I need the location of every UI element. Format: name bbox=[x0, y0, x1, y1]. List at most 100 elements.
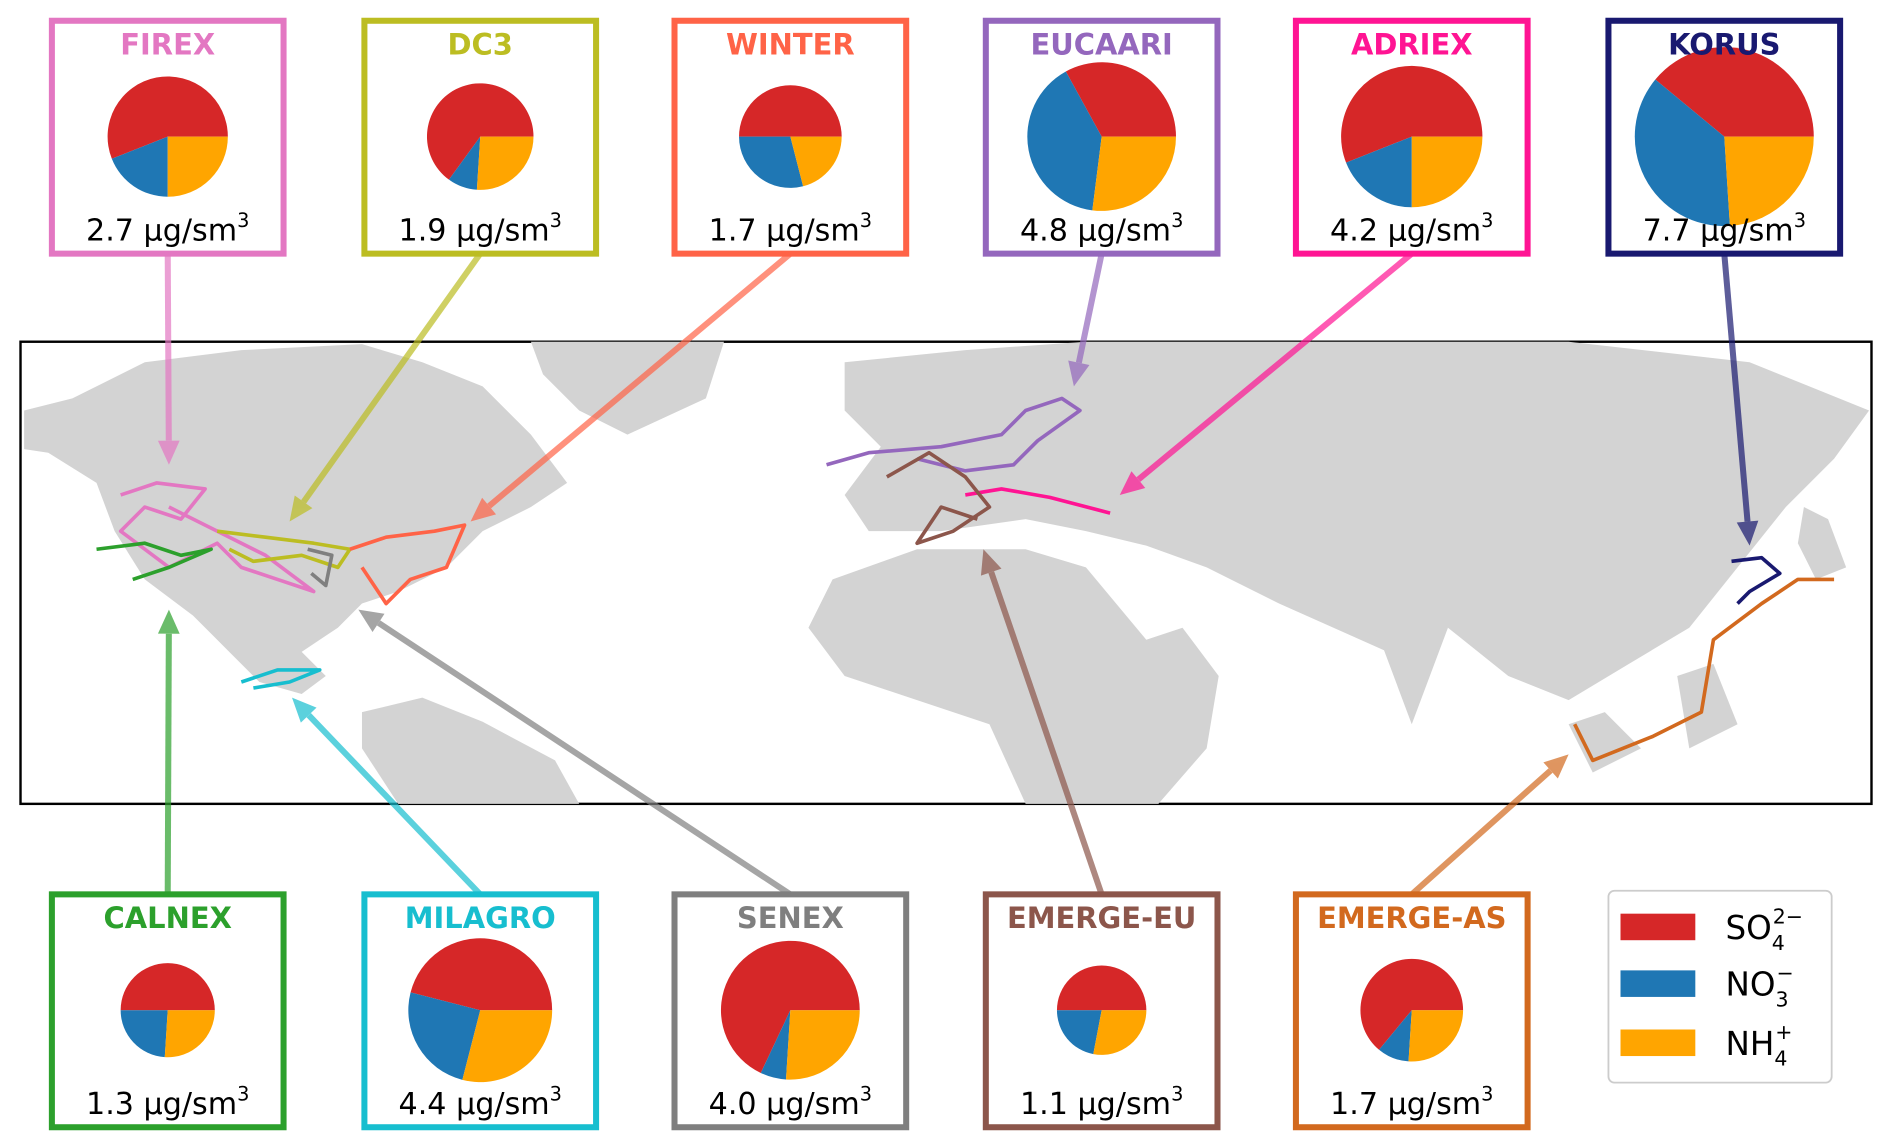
continents bbox=[24, 341, 1870, 804]
campaign-title: EMERGE-EU bbox=[1007, 901, 1196, 935]
landmass bbox=[1677, 663, 1738, 749]
concentration-label: 4.4 μg/sm3 bbox=[399, 1083, 562, 1122]
pie-slice-sulfate bbox=[1341, 65, 1483, 163]
pie-slice-nitrate bbox=[408, 992, 481, 1080]
campaign-title: ADRIEX bbox=[1351, 28, 1473, 62]
pie-slice-nitrate bbox=[120, 1010, 168, 1058]
flight-track-winter bbox=[349, 523, 467, 606]
campaign-box-calnex: CALNEX 1.3 μg/sm3 bbox=[48, 891, 287, 1131]
pie-slice-nitrate bbox=[448, 136, 481, 190]
legend-label-ammonium: NH4+ bbox=[1725, 1020, 1792, 1071]
pie-slice-ammonium bbox=[1724, 136, 1814, 226]
campaign-box-dc3: DC3 1.9 μg/sm3 bbox=[361, 17, 600, 257]
campaign-box-adriex: ADRIEX 4.2 μg/sm3 bbox=[1292, 17, 1531, 257]
campaign-boxes: FIREX 2.7 μg/sm3 DC3 1.9 μg/sm3 WINTER 1.7 μg… bbox=[48, 17, 1844, 1131]
campaign-box-korus: KORUS 7.7 μg/sm3 bbox=[1605, 17, 1844, 257]
concentration-label: 1.1 μg/sm3 bbox=[1020, 1083, 1183, 1122]
concentration-label: 1.7 μg/sm3 bbox=[709, 209, 872, 248]
arrow-korus bbox=[1721, 253, 1759, 546]
arrow-adriex bbox=[1119, 251, 1414, 495]
arrow-senex bbox=[358, 609, 793, 897]
campaign-title: MILAGRO bbox=[405, 901, 556, 935]
pie-slice-ammonium bbox=[476, 136, 534, 190]
legend-swatch-nitrate bbox=[1620, 970, 1696, 997]
pie-slice-ammonium bbox=[790, 136, 842, 187]
campaign-box-emerge-as: EMERGE-AS 1.7 μg/sm3 bbox=[1292, 891, 1531, 1131]
landmass bbox=[844, 341, 1870, 701]
campaign-box-firex: FIREX 2.7 μg/sm3 bbox=[48, 17, 287, 257]
pie-slice-sulfate bbox=[720, 940, 860, 1073]
flight-track-milagro bbox=[240, 668, 322, 690]
pie-slice-sulfate bbox=[120, 963, 215, 1011]
concentration-label: 1.3 μg/sm3 bbox=[86, 1083, 249, 1122]
pie-slice-ammonium bbox=[167, 136, 228, 197]
pie-slice-sulfate bbox=[1655, 47, 1814, 137]
pie-slice-sulfate bbox=[1360, 958, 1464, 1050]
concentration-label: 4.2 μg/sm3 bbox=[1330, 209, 1493, 248]
arrow-calnex bbox=[157, 609, 180, 895]
pie-slice-nitrate bbox=[1346, 136, 1412, 208]
pie-slice-nitrate bbox=[1056, 1010, 1102, 1055]
world-map bbox=[19, 340, 1873, 806]
landmass bbox=[808, 549, 1219, 804]
flight-track-korus bbox=[1731, 555, 1782, 605]
arrows bbox=[157, 251, 1759, 897]
landmass bbox=[361, 697, 580, 804]
concentration-label: 1.9 μg/sm3 bbox=[399, 209, 562, 248]
arrow-eucaari bbox=[1068, 253, 1105, 387]
box-frame bbox=[671, 891, 910, 1131]
legend-label-sulfate: SO42− bbox=[1725, 904, 1803, 955]
pie-slice-nitrate bbox=[760, 1010, 791, 1080]
flight-track-dc3 bbox=[216, 529, 352, 570]
flight-track-adriex bbox=[965, 487, 1111, 515]
flight-track-eucaari bbox=[826, 396, 1082, 473]
concentration-label: 2.7 μg/sm3 bbox=[86, 209, 249, 248]
arrow-emerge-as bbox=[1409, 754, 1569, 897]
arrow-winter bbox=[470, 251, 793, 522]
legend-swatch-ammonium bbox=[1620, 1029, 1696, 1057]
flight-track-emerge-eu bbox=[885, 450, 992, 546]
pie-slice-ammonium bbox=[1092, 136, 1176, 211]
arrow-milagro bbox=[292, 697, 483, 897]
campaign-box-emerge-eu: EMERGE-EU 1.1 μg/sm3 bbox=[982, 891, 1221, 1131]
campaign-title: DC3 bbox=[448, 28, 513, 62]
pie-slice-sulfate bbox=[410, 938, 553, 1011]
concentration-label: 4.0 μg/sm3 bbox=[709, 1083, 872, 1122]
campaign-box-eucaari: EUCAARI 4.8 μg/sm3 bbox=[982, 17, 1221, 257]
arrow-emerge-eu bbox=[980, 549, 1105, 896]
flight-tracks bbox=[96, 396, 1835, 763]
pie-slice-sulfate bbox=[1065, 62, 1176, 137]
landmass bbox=[1797, 507, 1847, 580]
pie-slice-ammonium bbox=[462, 1010, 553, 1083]
campaign-title: WINTER bbox=[726, 28, 855, 62]
campaign-box-winter: WINTER 1.7 μg/sm3 bbox=[671, 17, 910, 257]
concentration-label: 7.7 μg/sm3 bbox=[1643, 209, 1806, 248]
landmass bbox=[24, 344, 568, 695]
arrow-dc3 bbox=[289, 251, 483, 522]
pie-slice-sulfate bbox=[426, 83, 534, 180]
flight-track-emerge-as bbox=[1573, 577, 1835, 763]
campaign-title: EMERGE-AS bbox=[1317, 901, 1506, 935]
pie-slice-nitrate bbox=[1634, 79, 1730, 227]
legend-swatch-sulfate bbox=[1620, 913, 1696, 941]
pie-slice-nitrate bbox=[739, 136, 804, 188]
flight-track-senex bbox=[307, 547, 334, 588]
campaign-title: FIREX bbox=[120, 28, 215, 62]
campaign-box-milagro: MILAGRO 4.4 μg/sm3 bbox=[361, 891, 600, 1131]
pie-slice-nitrate bbox=[1379, 1010, 1412, 1062]
pie-slice-ammonium bbox=[1408, 1010, 1464, 1062]
pie-slice-ammonium bbox=[1411, 136, 1483, 208]
pie-slice-ammonium bbox=[1093, 1010, 1147, 1055]
campaign-title: EUCAARI bbox=[1030, 28, 1172, 62]
pie-slice-ammonium bbox=[164, 1010, 215, 1058]
flight-track-calnex bbox=[96, 541, 213, 582]
concentration-label: 4.8 μg/sm3 bbox=[1020, 209, 1183, 248]
legend: SO42− NO3− NH4+ bbox=[1607, 889, 1833, 1084]
pie-slice-sulfate bbox=[107, 76, 228, 159]
campaign-title: KORUS bbox=[1668, 28, 1780, 62]
pie-slice-sulfate bbox=[739, 85, 842, 137]
concentration-label: 1.7 μg/sm3 bbox=[1330, 1083, 1493, 1122]
campaign-title: SENEX bbox=[737, 901, 844, 935]
arrow-firex bbox=[157, 253, 180, 465]
